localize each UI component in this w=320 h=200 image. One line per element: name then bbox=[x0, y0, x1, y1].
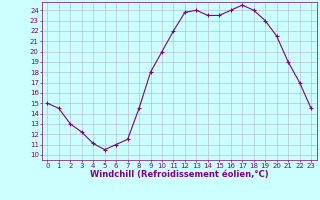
X-axis label: Windchill (Refroidissement éolien,°C): Windchill (Refroidissement éolien,°C) bbox=[90, 170, 268, 179]
